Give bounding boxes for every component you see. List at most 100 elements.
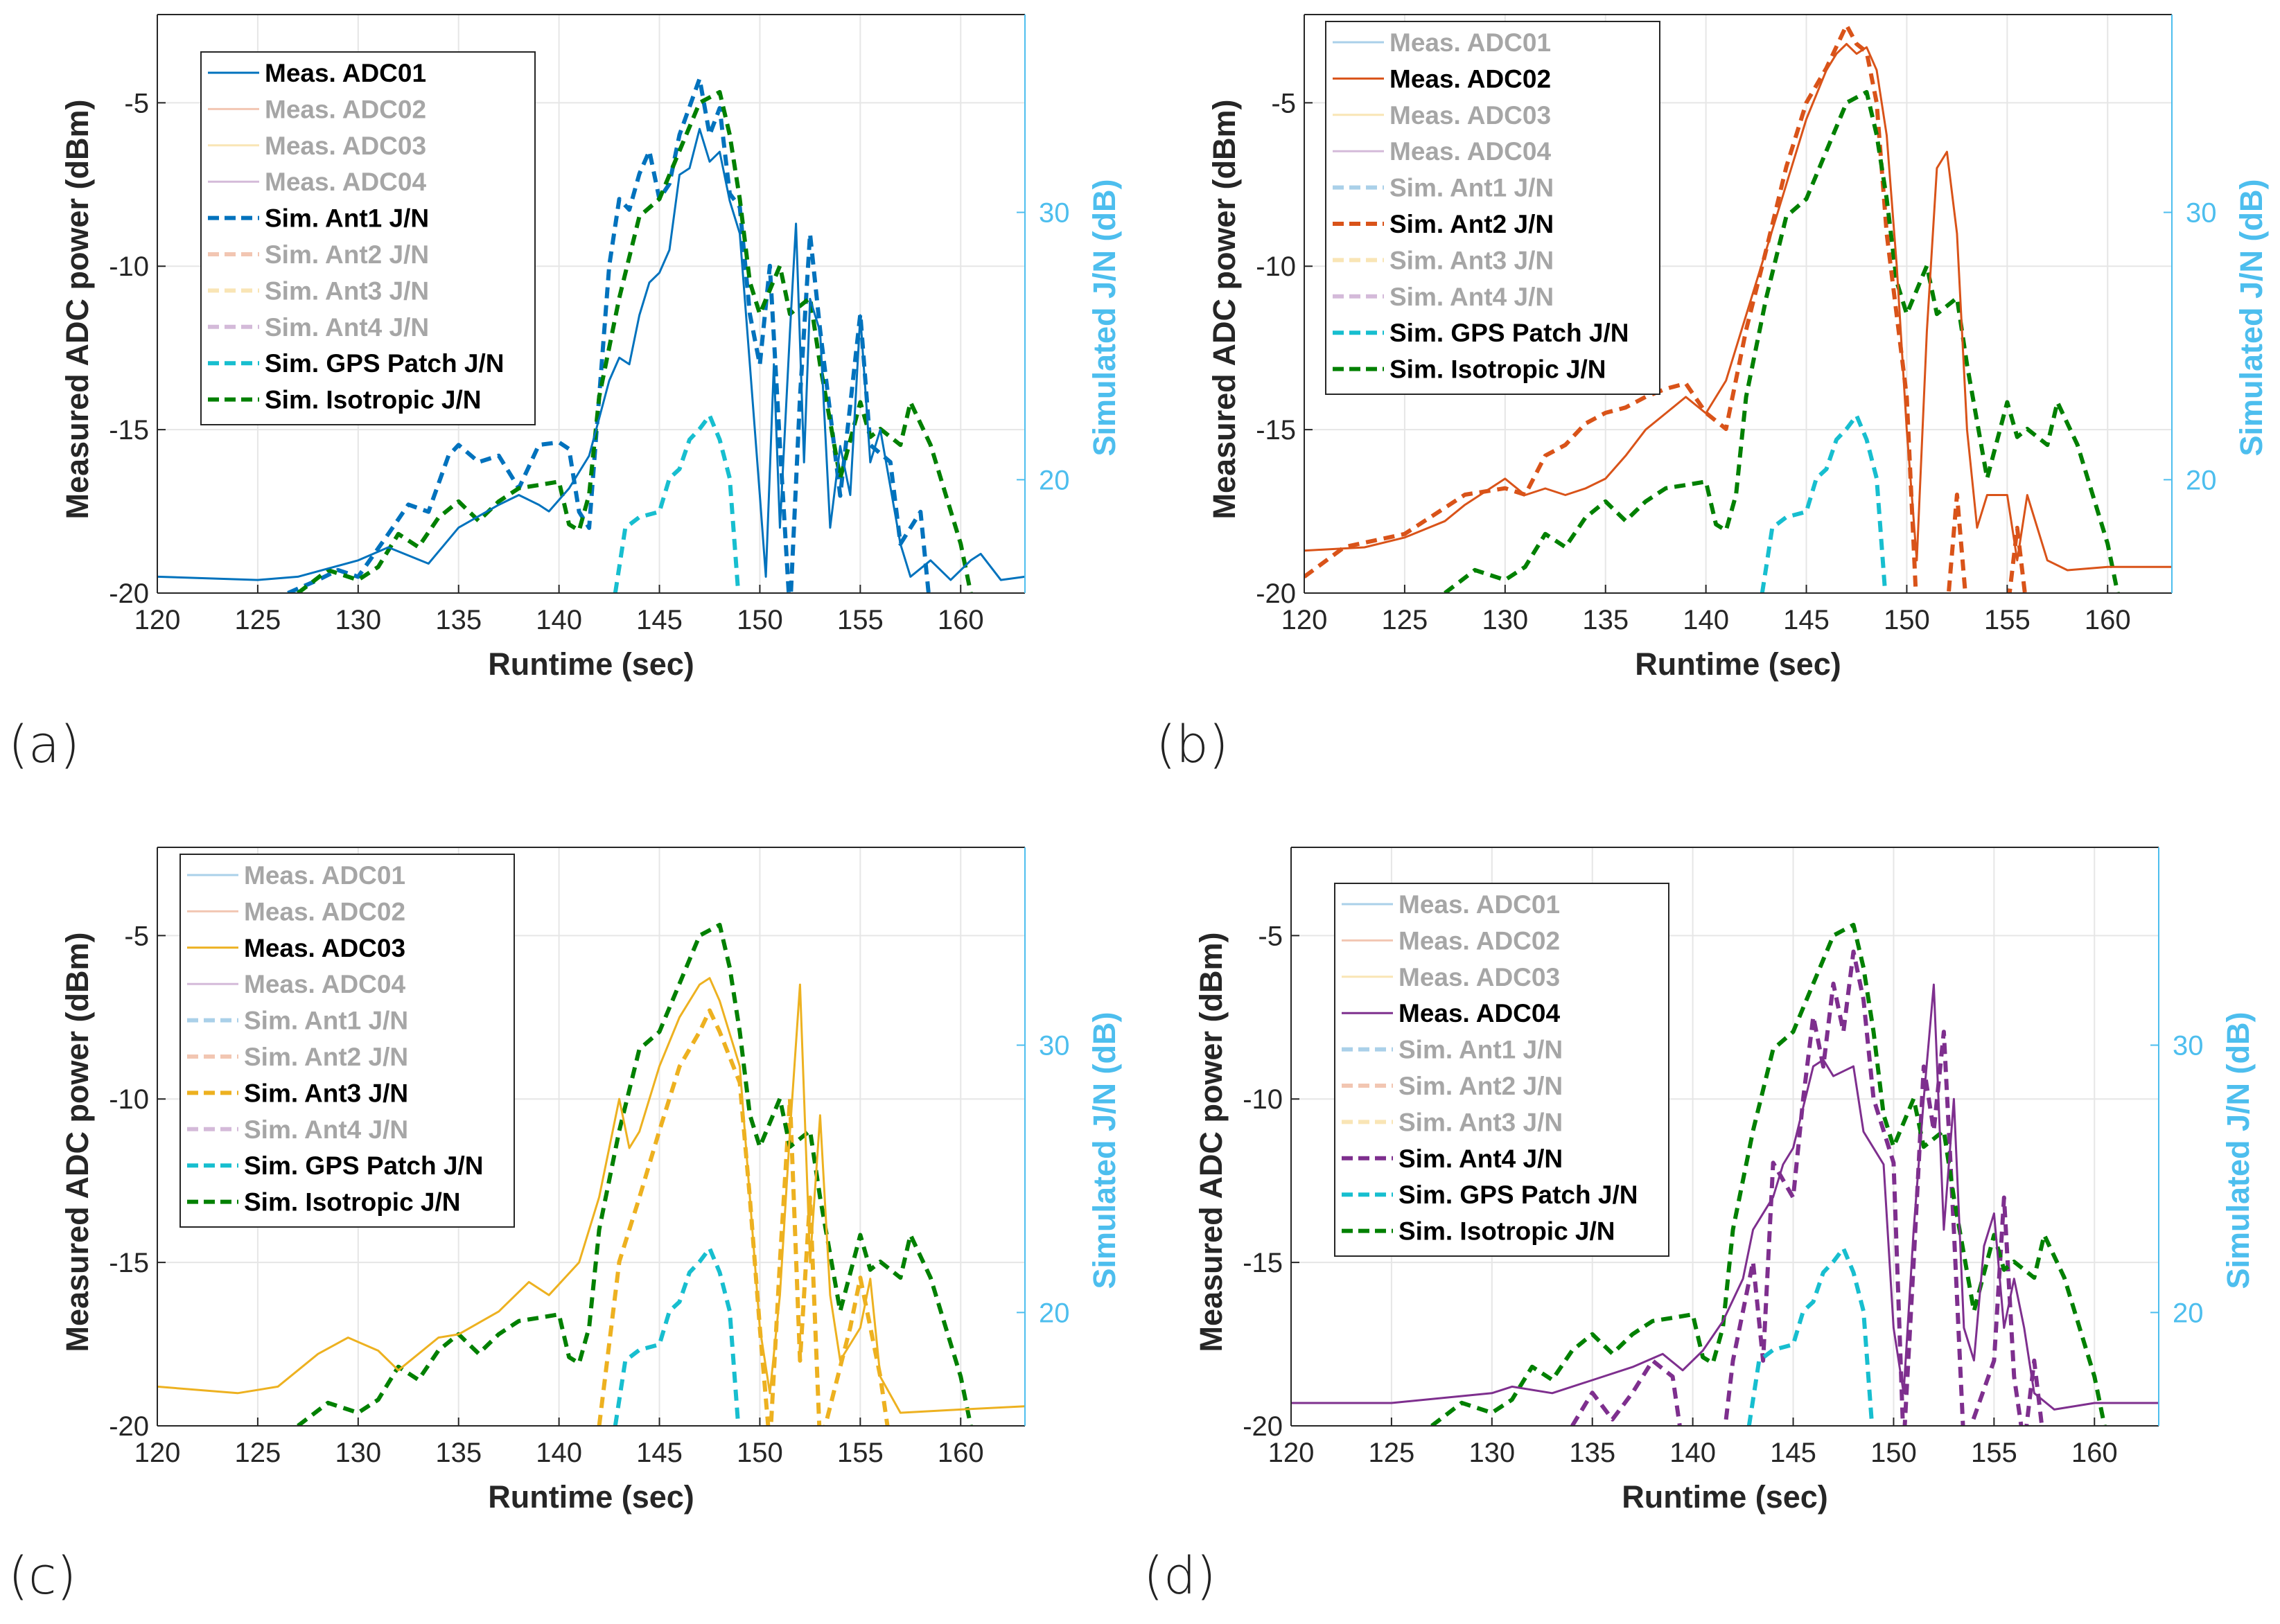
legend-item: Sim. Ant3 J/N — [1342, 1108, 1563, 1136]
x-tick-label: 145 — [1770, 1438, 1816, 1468]
legend-box — [200, 51, 536, 425]
legend-label: Meas. ADC01 — [265, 59, 426, 87]
legend-item: Sim. GPS Patch J/N — [1333, 319, 1629, 347]
legend-label: Sim. Ant3 J/N — [1389, 246, 1554, 274]
y-right-axis-label: Simulated J/N (dB) — [1087, 179, 1122, 456]
legend-label: Sim. Isotropic J/N — [244, 1188, 461, 1217]
chart-panel-d: 120 125 130 135 140 145 150 155 160 -20 -15 -10 -5 20… — [1143, 847, 2256, 1606]
series-line-sim-isotropic-j-n — [1444, 89, 2120, 593]
x-tick-label: 140 — [536, 1438, 582, 1468]
legend-label: Meas. ADC03 — [1398, 963, 1560, 991]
panel-label: (a) — [8, 715, 80, 775]
legend-item: Sim. Ant2 J/N — [208, 240, 429, 269]
y-tick-label: -20 — [1243, 1411, 1283, 1442]
legend-label: Sim. Ant2 J/N — [244, 1043, 408, 1071]
legend-label: Sim. Ant1 J/N — [1389, 174, 1554, 202]
legend-item: Sim. Ant2 J/N — [1342, 1072, 1563, 1100]
y-right-tick-label: 30 — [1039, 198, 1070, 229]
x-tick-label: 135 — [435, 605, 482, 635]
legend-item: Sim. Ant1 J/N — [1333, 174, 1554, 202]
legend-label: Sim. Ant4 J/N — [244, 1115, 408, 1144]
legend-item: Meas. ADC01 — [187, 861, 405, 890]
x-tick-label: 160 — [938, 1438, 984, 1468]
legend-label: Meas. ADC04 — [265, 168, 426, 196]
x-tick-label: 155 — [837, 1438, 884, 1468]
legend-label: Meas. ADC02 — [244, 897, 405, 926]
legend-label: Meas. ADC01 — [244, 861, 405, 890]
legend-item: Sim. Ant1 J/N — [208, 204, 429, 233]
y-right-tick-label: 30 — [2173, 1031, 2204, 1061]
series-line-sim-gps-patch-j-n — [613, 413, 741, 593]
legend-item: Meas. ADC01 — [1333, 28, 1551, 57]
legend-label: Sim. Ant1 J/N — [265, 204, 429, 233]
legend-label: Sim. Ant2 J/N — [265, 240, 429, 269]
y-tick-label: -5 — [124, 88, 149, 118]
x-tick-label: 160 — [2085, 605, 2131, 635]
legend-box — [179, 854, 515, 1228]
y-tick-label: -15 — [1243, 1248, 1283, 1278]
y-right-axis-label: Simulated J/N (dB) — [1087, 1012, 1122, 1289]
x-tick-label: 125 — [235, 605, 281, 635]
legend-item: Sim. Ant3 J/N — [187, 1079, 408, 1107]
x-tick-label: 155 — [1971, 1438, 2017, 1468]
series-line-meas-adc02 — [1304, 43, 2172, 572]
legend-item: Sim. Ant4 J/N — [1333, 283, 1554, 311]
series-line-sim-isotropic-j-n — [1430, 922, 2107, 1426]
y-tick-label: -15 — [109, 1248, 149, 1278]
x-tick-label: 130 — [1482, 605, 1528, 635]
legend-item: Meas. ADC04 — [1342, 999, 1560, 1027]
series-line-sim-ant4-j-n — [1570, 949, 2044, 1426]
legend-label: Sim. Isotropic J/N — [1398, 1217, 1615, 1246]
legend-item: Sim. Ant4 J/N — [208, 313, 429, 342]
x-axis-label: Runtime (sec) — [488, 1479, 694, 1515]
legend-item: Meas. ADC04 — [208, 168, 426, 196]
y-tick-label: -20 — [1256, 579, 1296, 609]
legend-item: Meas. ADC01 — [208, 59, 426, 87]
legend-item: Sim. Ant2 J/N — [187, 1043, 408, 1071]
x-tick-label: 145 — [636, 1438, 683, 1468]
legend-item: Sim. Isotropic J/N — [187, 1188, 461, 1217]
y-right-tick-label: 30 — [2186, 198, 2217, 229]
y-tick-label: -5 — [1271, 88, 1296, 118]
legend-item: Meas. ADC02 — [187, 897, 405, 926]
series-line-sim-gps-patch-j-n — [613, 1246, 741, 1426]
x-tick-label: 130 — [1468, 1438, 1515, 1468]
chart-panel-c: 120 125 130 135 140 145 150 155 160 -20 -15 -10 -5 20… — [8, 847, 1122, 1606]
y-tick-label: -10 — [109, 251, 149, 282]
legend-label: Sim. Ant1 J/N — [1398, 1036, 1563, 1064]
x-tick-label: 155 — [837, 605, 884, 635]
y-tick-label: -15 — [1256, 415, 1296, 445]
series-line-meas-adc04 — [1291, 983, 2159, 1411]
legend-label: Meas. ADC01 — [1389, 28, 1551, 57]
chart-panel-b: 120 125 130 135 140 145 150 155 160 -20 -15 -10 -5 20… — [1156, 14, 2269, 775]
legend-item: Sim. GPS Patch J/N — [1342, 1181, 1638, 1209]
legend-item: Meas. ADC02 — [1342, 926, 1560, 955]
legend-item: Meas. ADC03 — [187, 934, 405, 962]
legend-item: Meas. ADC04 — [187, 970, 405, 998]
x-tick-label: 160 — [938, 605, 984, 635]
y-tick-label: -10 — [109, 1084, 149, 1115]
x-tick-label: 135 — [1582, 605, 1629, 635]
panel-label: (b) — [1156, 715, 1229, 775]
legend-label: Meas. ADC03 — [244, 934, 405, 962]
x-axis-label: Runtime (sec) — [1635, 646, 1841, 682]
x-tick-label: 135 — [435, 1438, 482, 1468]
legend-item: Meas. ADC02 — [208, 95, 426, 123]
y-tick-label: -5 — [1258, 921, 1283, 951]
legend: Meas. ADC01 Meas. ADC02 Meas. ADC03 Meas. A… — [1325, 21, 1660, 395]
x-tick-label: 135 — [1569, 1438, 1615, 1468]
y-axis-label: Measured ADC power (dBm) — [1193, 933, 1229, 1352]
legend-label: Meas. ADC02 — [1389, 64, 1551, 93]
legend: Meas. ADC01 Meas. ADC02 Meas. ADC03 Meas. A… — [1334, 883, 1669, 1257]
legend-label: Sim. GPS Patch J/N — [265, 349, 504, 378]
legend-item: Meas. ADC04 — [1333, 137, 1551, 166]
legend-label: Sim. Ant3 J/N — [265, 276, 429, 305]
legend-label: Meas. ADC02 — [1398, 926, 1560, 955]
y-right-tick-label: 20 — [1039, 465, 1070, 495]
legend-label: Sim. GPS Patch J/N — [1398, 1181, 1638, 1209]
y-tick-label: -15 — [109, 415, 149, 445]
legend-box — [1325, 21, 1660, 395]
y-right-axis-label: Simulated J/N (dB) — [2220, 1012, 2256, 1289]
x-tick-label: 130 — [335, 1438, 381, 1468]
x-tick-label: 150 — [737, 1438, 783, 1468]
